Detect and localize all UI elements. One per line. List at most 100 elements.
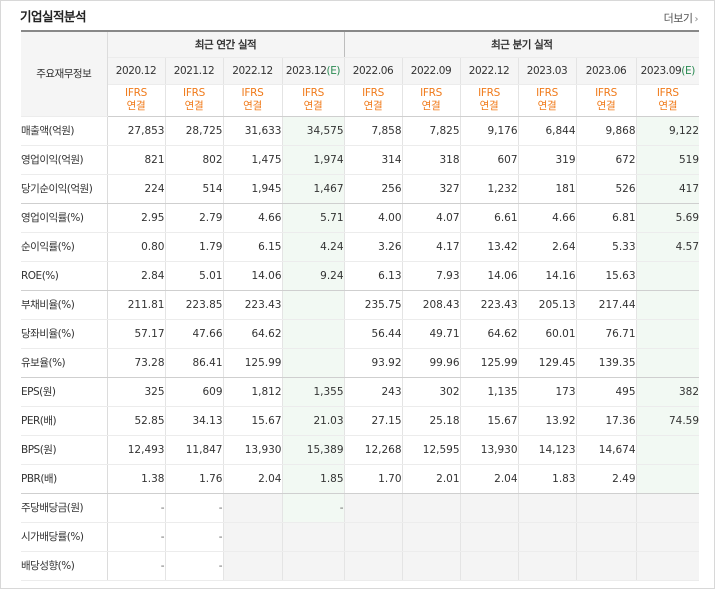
table-cell: 2.95 [106,203,165,233]
table-cell: 5.33 [575,232,637,262]
accounting-standard: IFRS 연결 [459,84,519,117]
period-label: 2022.12 [468,64,510,77]
accounting-standard: IFRS 연결 [107,84,165,117]
estimate-mark: (E) [681,64,695,77]
table-cell [222,493,282,523]
period-header: 2023.03 [517,57,577,85]
standard-label: IFRS [656,87,679,99]
consolidation-label: 연결 [537,100,557,112]
table-cell: 57.17 [106,319,165,349]
table-cell [517,551,577,581]
table-cell: 7.93 [401,261,461,291]
table-cell: 514 [164,174,223,204]
table-row: 영업이익(억원) 821 802 1,475 1,974 314 318 607 319 672 5… [21,145,700,175]
accounting-standard: IFRS 연결 [517,84,577,117]
table-cell [281,551,345,581]
table-cell [343,493,403,523]
table-row: 순이익률(%) 0.80 1.79 6.15 4.24 3.26 4.17 13.42 2.64… [21,232,700,262]
period-header: 2020.12 [107,57,165,85]
table-cell: 672 [575,145,637,175]
table-cell: 52.85 [106,406,165,436]
table-cell: 14,123 [517,435,577,465]
table-cell [401,493,461,523]
consolidation-label: 연결 [479,100,499,112]
table-cell [575,551,637,581]
row-label: BPS(원) [21,435,108,465]
consolidation-label: 연결 [421,100,441,112]
table-cell: 1,974 [281,145,345,175]
table-cell [401,522,461,552]
table-cell: 205.13 [517,290,577,320]
row-label: 주당배당금(원) [21,493,108,523]
table-cell: 4.00 [343,203,403,233]
table-cell: 9.24 [281,261,345,291]
table-cell: 6.81 [575,203,637,233]
standard-label: IFRS [536,87,558,99]
table-row: EPS(원) 325 609 1,812 1,355 243 302 1,135 173 495 3… [21,377,700,407]
table-cell: 14.16 [517,261,577,291]
table-cell: 6,844 [517,116,577,146]
period-label: 2022.12 [232,64,273,77]
table-cell: 73.28 [106,348,165,378]
table-row: 배당성향(%) - - [21,551,700,581]
period-header: 2023.12(E) [281,57,345,85]
table-cell: 1.76 [164,464,223,494]
table-cell: 64.62 [222,319,282,349]
row-label: 시가배당률(%) [21,522,108,552]
period-header: 2022.09 [401,57,461,85]
table-cell: 6.15 [222,232,282,262]
table-cell: 13.92 [517,406,577,436]
table-cell: 27.15 [343,406,403,436]
table-cell: 519 [635,145,700,175]
chevron-right-icon: › [694,14,699,25]
table-row: 매출액(억원) 27,853 28,725 31,633 34,575 7,858 7,82… [21,116,700,146]
table-cell: 31,633 [222,116,282,146]
row-label: 당좌비율(%) [21,319,108,349]
table-cell [517,493,577,523]
table-row: 부채비율(%) 211.81 223.85 223.43 235.75 208.43 223… [21,290,700,320]
period-label: 2020.12 [115,64,157,77]
table-cell [222,522,282,552]
table-cell: 139.35 [575,348,637,378]
table-cell: 1,135 [459,377,519,407]
table-row: 당기순이익(억원) 224 514 1,945 1,467 256 327 1,232 181 5… [21,174,700,204]
table-cell [222,551,282,581]
table-cell: 5.69 [635,203,700,233]
table-cell: 224 [106,174,165,204]
table-cell: - [164,493,223,523]
table-cell: 74.59 [635,406,700,436]
table-cell: 821 [106,145,165,175]
table-cell: 223.85 [164,290,223,320]
table-cell: 4.17 [401,232,461,262]
table-cell: 526 [575,174,637,204]
table-cell: 217.44 [575,290,637,320]
table-cell: 211.81 [106,290,165,320]
table-cell: - [164,551,223,581]
table-cell: 382 [635,377,700,407]
table-cell: 6.61 [459,203,519,233]
accounting-standard: IFRS 연결 [164,84,223,117]
table-cell: 302 [401,377,461,407]
table-cell: 49.71 [401,319,461,349]
table-cell: 14,674 [575,435,637,465]
more-link[interactable]: 더보기 › [664,10,699,26]
period-header: 2022.12 [222,57,282,85]
row-label: 영업이익률(%) [21,203,108,233]
table-cell: 13.42 [459,232,519,262]
table-cell: 1,945 [222,174,282,204]
table-cell [635,261,700,291]
table-cell: 28,725 [164,116,223,146]
table-cell: 5.71 [281,203,345,233]
table-cell: 34.13 [164,406,223,436]
period-header: 2023.06 [575,57,637,85]
consolidation-label: 연결 [363,100,383,112]
table-cell: 15.67 [222,406,282,436]
table-cell: 11,847 [164,435,223,465]
table-cell: 12,595 [401,435,461,465]
table-cell: 3.26 [343,232,403,262]
table-cell [635,435,700,465]
table-cell [635,551,700,581]
table-cell: 1,232 [459,174,519,204]
row-label: 순이익률(%) [21,232,108,262]
